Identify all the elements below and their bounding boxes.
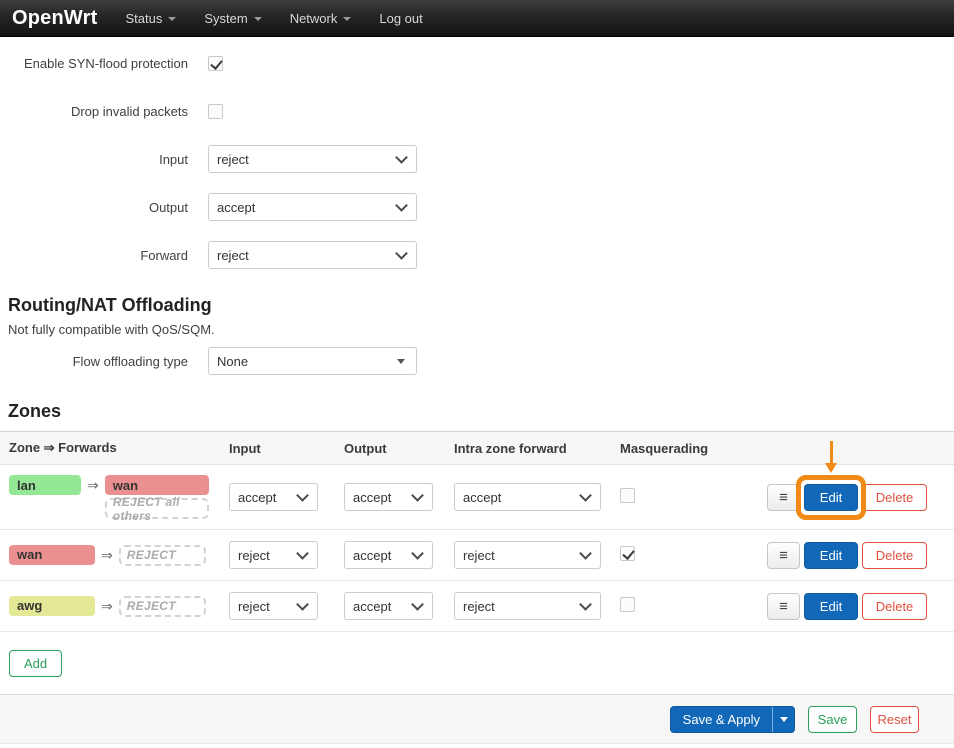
form-row-drop-invalid: Drop invalid packets	[8, 87, 946, 135]
row-menu-button[interactable]: ≡	[767, 592, 800, 620]
hamburger-icon: ≡	[779, 546, 788, 564]
zones-section-title: Zones	[8, 401, 62, 421]
hamburger-icon: ≡	[779, 597, 788, 615]
forward-policy-select[interactable]: reject	[208, 241, 417, 269]
zone-row-awg: awg ⇒ REJECT reject accept reject ≡ Edit…	[0, 581, 954, 632]
nav-item-system[interactable]: System	[190, 0, 275, 37]
zone-intra-forward-select[interactable]: reject	[454, 541, 601, 569]
input-policy-select[interactable]: reject	[208, 145, 417, 173]
column-header-input: Input	[229, 440, 261, 456]
zone-output-select[interactable]: accept	[344, 592, 433, 620]
add-zone-button[interactable]: Add	[9, 650, 63, 677]
zone-output-select[interactable]: accept	[344, 541, 433, 569]
column-header-zone-forwards: Zone ⇒ Forwards	[9, 440, 117, 455]
column-header-output: Output	[344, 440, 387, 456]
nav-item-label: Network	[289, 10, 338, 26]
save-apply-button[interactable]: Save & Apply	[669, 705, 795, 733]
reset-button[interactable]: Reset	[870, 705, 919, 733]
offloading-section-title: Routing/NAT Offloading	[8, 295, 212, 315]
nav-item-logout[interactable]: Log out	[365, 0, 436, 37]
offloading-description: Not fully compatible with QoS/SQM.	[8, 322, 215, 337]
caret-down-icon	[168, 17, 177, 21]
column-header-intra-zone-forward: Intra zone forward	[454, 440, 567, 456]
forward-policy-select-wrap: reject	[208, 241, 417, 269]
masquerading-checkbox[interactable]	[620, 597, 635, 612]
forward-arrow-icon: ⇒	[101, 546, 113, 563]
delete-button[interactable]: Delete	[862, 483, 927, 511]
zone-input-select[interactable]: accept	[229, 483, 318, 511]
forward-badge: wan	[104, 475, 209, 495]
row-menu-button[interactable]: ≡	[767, 483, 800, 511]
nav-item-label: Status	[125, 10, 163, 26]
hamburger-icon: ≡	[779, 488, 788, 506]
nav-item-network[interactable]: Network	[276, 0, 366, 37]
delete-button[interactable]: Delete	[862, 592, 927, 620]
edit-button[interactable]: Edit	[804, 592, 858, 620]
save-apply-label: Save & Apply	[682, 711, 760, 727]
save-apply-dropdown-toggle[interactable]	[772, 706, 794, 732]
edit-button[interactable]: Edit	[804, 483, 858, 511]
delete-button[interactable]: Delete	[862, 541, 927, 569]
field-label: Input	[159, 151, 188, 167]
nav-item-label: Log out	[379, 10, 423, 26]
field-label: Drop invalid packets	[70, 103, 188, 119]
forward-arrow-icon: ⇒	[87, 477, 99, 493]
field-label: Flow offloading type	[72, 353, 188, 369]
form-row-syn-flood: Enable SYN-flood protection	[8, 39, 946, 87]
column-header-masquerading: Masquerading	[620, 440, 709, 456]
field-label: Output	[148, 199, 188, 215]
zone-row-wan: wan ⇒ REJECT reject accept reject ≡ Edit…	[0, 530, 954, 581]
output-policy-select[interactable]: accept	[208, 193, 417, 221]
masquerading-checkbox[interactable]	[620, 488, 635, 503]
zone-badge: lan	[9, 475, 81, 495]
caret-down-icon	[343, 17, 352, 21]
zone-intra-forward-select[interactable]: reject	[454, 592, 601, 620]
forward-default-badge: REJECT	[118, 595, 206, 617]
zone-badge: wan	[9, 544, 95, 565]
edit-button[interactable]: Edit	[804, 541, 858, 569]
top-navbar: OpenWrt Status System Network Log out	[0, 0, 954, 37]
nav-item-status[interactable]: Status	[111, 0, 190, 37]
field-label: Enable SYN-flood protection	[23, 55, 188, 71]
field-label: Forward	[140, 247, 188, 263]
caret-down-icon	[253, 17, 262, 21]
save-button[interactable]: Save	[808, 705, 857, 733]
input-policy-select-wrap: reject	[208, 145, 417, 173]
flow-offloading-select[interactable]: None	[208, 347, 417, 375]
forward-default-badge: REJECT	[118, 544, 206, 566]
forward-arrow-icon: ⇒	[101, 597, 113, 614]
zone-intra-forward-select[interactable]: accept	[454, 483, 601, 511]
form-row-forward: Forward reject	[8, 231, 946, 279]
form-row-input: Input reject	[8, 135, 946, 183]
output-policy-select-wrap: accept	[208, 193, 417, 221]
syn-flood-protection-checkbox[interactable]	[208, 55, 223, 71]
zone-badge: awg	[9, 595, 95, 616]
zones-table-header: Zone ⇒ Forwards Input Output Intra zone …	[0, 431, 954, 465]
zone-input-select[interactable]: reject	[229, 592, 318, 620]
zones-table: Zone ⇒ Forwards Input Output Intra zone …	[0, 431, 954, 632]
drop-invalid-packets-checkbox[interactable]	[208, 103, 223, 119]
zone-output-select[interactable]: accept	[344, 483, 433, 511]
brand-logo: OpenWrt	[12, 6, 98, 29]
caret-down-icon	[779, 716, 788, 722]
masquerading-checkbox[interactable]	[620, 546, 635, 561]
form-row-flow-offloading: Flow offloading type None	[8, 337, 946, 385]
zone-input-select[interactable]: reject	[229, 541, 318, 569]
zone-row-lan: lan ⇒ wan REJECT all others accept accep…	[0, 440, 954, 530]
nav-item-label: System	[204, 10, 248, 26]
row-menu-button[interactable]: ≡	[767, 541, 800, 569]
form-row-output: Output accept	[8, 183, 946, 231]
forward-default-badge: REJECT all others	[104, 495, 209, 523]
flow-offloading-select-wrap: None	[208, 347, 417, 375]
action-bar: Save & Apply Save Reset	[0, 694, 954, 744]
